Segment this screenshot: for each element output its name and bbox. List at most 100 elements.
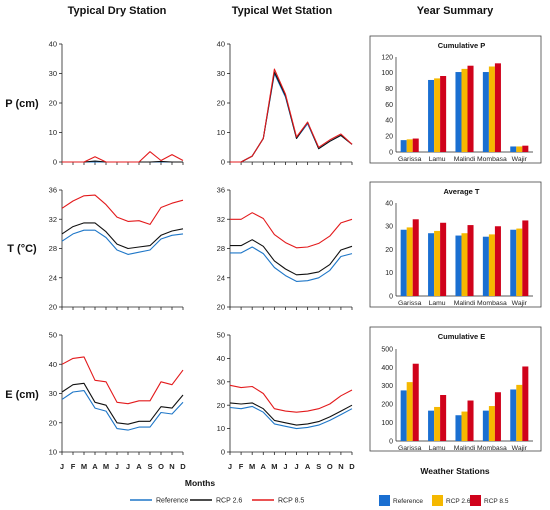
bar-rcp-8-5 <box>412 363 419 441</box>
legend-label: Reference <box>393 498 423 505</box>
series-line-rcp-8-5 <box>61 194 184 225</box>
y-tick-label: 0 <box>221 158 225 167</box>
y-tick-label: 20 <box>217 303 225 312</box>
category-label: Wajir <box>512 300 528 307</box>
panel-dry-t: 20 24 28 32 36 <box>49 186 184 312</box>
y-tick-label: 40 <box>217 354 225 363</box>
month-tick-label: D <box>180 462 186 471</box>
legend-label: RCP 8.5 <box>484 498 509 505</box>
series-line-rcp-8-5 <box>230 212 353 249</box>
y-tick-label: 30 <box>217 69 225 78</box>
series-line-rcp-2-6 <box>230 239 353 276</box>
y-tick-label: 20 <box>49 303 57 312</box>
bar-rcp-8-5 <box>467 400 474 441</box>
month-tick-label: M <box>271 462 277 471</box>
stations-axis-label: Weather Stations <box>420 466 490 476</box>
y-tick-label: 36 <box>49 186 57 195</box>
month-tick-label: D <box>349 462 355 471</box>
y-tick-label: 30 <box>49 389 57 398</box>
y-tick-label: 20 <box>49 99 57 108</box>
series-line-rcp-2-6 <box>229 402 353 426</box>
bar-reference <box>482 410 489 441</box>
bar-rcp-2-6 <box>434 406 441 441</box>
month-tick-label: A <box>136 462 142 471</box>
y-tick-label: 0 <box>389 438 393 445</box>
header-wet-station: Typical Wet Station <box>232 5 333 17</box>
bar-rcp-8-5 <box>522 220 529 296</box>
bar-reference <box>428 79 435 152</box>
series-line-reference <box>61 229 184 255</box>
bar-rcp-2-6 <box>461 411 468 441</box>
bar-rcp-2-6 <box>516 384 523 441</box>
y-tick-label: 100 <box>381 70 393 77</box>
bar-reference <box>455 235 462 296</box>
series-line-rcp-2-6 <box>61 222 184 250</box>
bar-reference <box>400 390 407 441</box>
y-tick-label: 24 <box>49 273 57 282</box>
summary-panel-title: Cumulative E <box>438 332 486 341</box>
y-tick-label: 30 <box>385 224 393 231</box>
bar-reference <box>482 236 489 296</box>
y-tick-label: 40 <box>49 40 57 49</box>
category-label: Garissa <box>398 156 422 163</box>
y-tick-label: 20 <box>217 401 225 410</box>
bar-rcp-2-6 <box>434 78 441 153</box>
month-tick-label: F <box>71 462 76 471</box>
series-line-reference <box>229 405 353 430</box>
bar-rcp-8-5 <box>467 65 474 152</box>
category-label: Mombasa <box>477 156 507 163</box>
category-label: Mombasa <box>477 300 507 307</box>
y-tick-label: 10 <box>49 128 57 137</box>
y-tick-label: 32 <box>217 215 225 224</box>
y-tick-label: 200 <box>381 402 393 409</box>
row-label-t: T (°C) <box>7 243 37 255</box>
bar-reference <box>400 229 407 296</box>
bar-rcp-2-6 <box>488 66 495 152</box>
category-label: Garissa <box>398 445 422 452</box>
y-tick-label: 30 <box>49 69 57 78</box>
series-line-rcp-8-5 <box>62 151 184 163</box>
y-tick-label: 40 <box>385 200 393 207</box>
legend-swatch <box>432 495 443 506</box>
panel-wet-e: 0 10 20 30 40 50 <box>217 331 353 457</box>
y-tick-label: 40 <box>217 40 225 49</box>
month-tick-label: M <box>249 462 255 471</box>
bar-reference <box>482 72 489 152</box>
month-tick-label: N <box>338 462 343 471</box>
month-tick-label: A <box>261 462 267 471</box>
y-tick-label: 0 <box>221 448 225 457</box>
months-axis-label: Months <box>185 478 215 488</box>
y-tick-label: 24 <box>217 273 225 282</box>
bar-reference <box>510 389 517 441</box>
bar-rcp-2-6 <box>516 228 523 296</box>
month-tick-label: M <box>81 462 87 471</box>
y-tick-label: 20 <box>385 134 393 141</box>
summary-panel-frame <box>369 326 542 452</box>
bar-rcp-2-6 <box>516 146 523 152</box>
header-year-summary: Year Summary <box>417 5 494 17</box>
y-tick-label: 10 <box>49 448 57 457</box>
bar-rcp-2-6 <box>488 234 495 296</box>
bar-rcp-2-6 <box>406 382 413 441</box>
bar-reference <box>455 415 462 441</box>
legend-label: Reference <box>156 498 188 505</box>
y-tick-label: 10 <box>217 128 225 137</box>
y-tick-label: 500 <box>381 346 393 353</box>
category-label: Malindi <box>454 300 476 307</box>
bar-reference <box>510 229 517 296</box>
category-label: Mombasa <box>477 445 507 452</box>
summary-panel-title: Average T <box>444 187 480 196</box>
bar-reference <box>455 72 462 152</box>
bar-reference <box>400 140 407 153</box>
y-tick-label: 30 <box>217 377 225 386</box>
series-line-reference <box>61 390 184 431</box>
bar-rcp-2-6 <box>488 406 495 441</box>
y-tick-label: 50 <box>49 331 57 340</box>
category-label: Lamu <box>429 156 446 163</box>
month-tick-label: O <box>158 462 164 471</box>
summary-panel-title: Cumulative P <box>438 41 486 50</box>
category-label: Wajir <box>512 445 528 452</box>
